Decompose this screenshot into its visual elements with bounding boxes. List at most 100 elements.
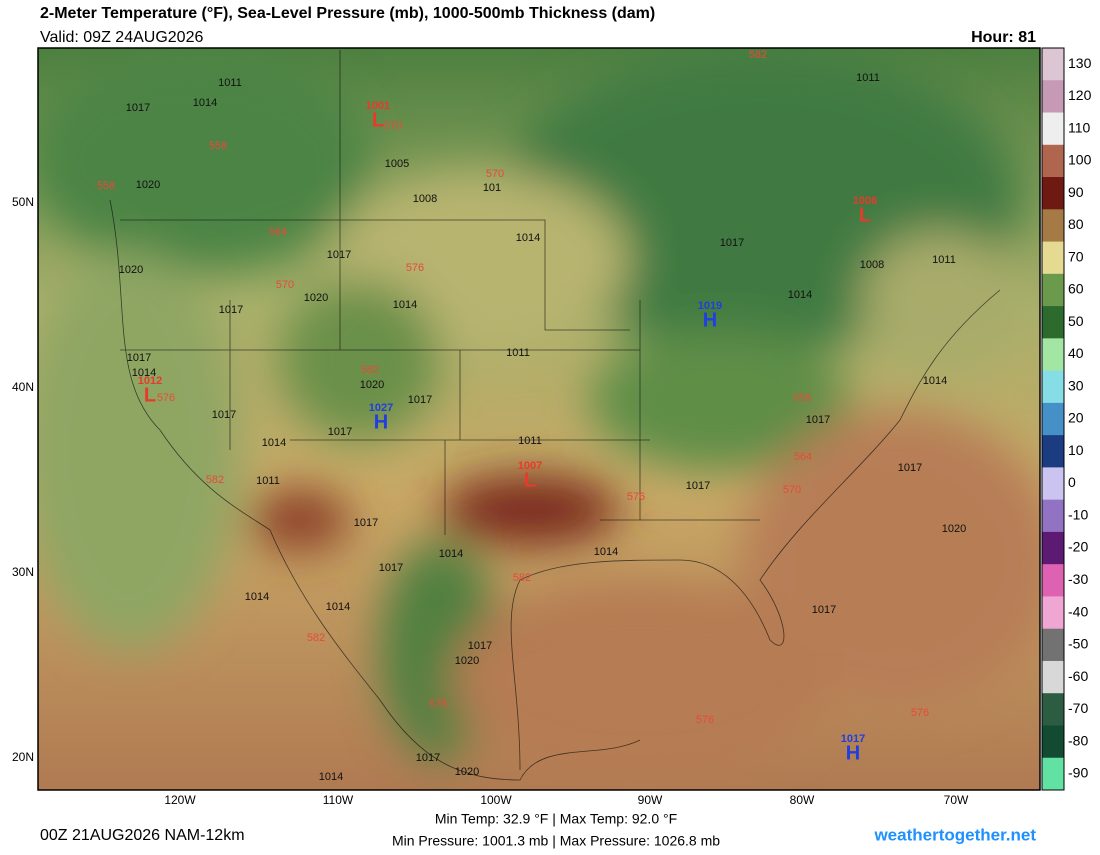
pressure-center-value: 1012 <box>138 375 162 387</box>
colorbar-cell <box>1042 370 1064 404</box>
map-frame <box>37 47 1041 791</box>
isobar-label: 1014 <box>439 548 463 560</box>
isobar-label: 1017 <box>212 409 236 421</box>
colorbar-tick-label: 60 <box>1068 281 1084 297</box>
colorbar-tick-label: -90 <box>1068 765 1088 781</box>
isobar-label: 1014 <box>326 601 350 613</box>
thickness-label: 558 <box>793 392 811 404</box>
pressure-center-value: 1027 <box>369 402 393 414</box>
isobar-label: 1017 <box>686 480 710 492</box>
colorbar-tick-label: -20 <box>1068 539 1088 555</box>
colorbar-tick-label: -10 <box>1068 506 1088 522</box>
isobar-label: 1017 <box>379 562 403 574</box>
thickness-label: 576 <box>696 714 714 726</box>
colorbar-tick-label: 120 <box>1068 87 1092 103</box>
pressure-center-letter: L <box>372 109 384 131</box>
isobar-label: 1017 <box>898 462 922 474</box>
pressure-center-letter: L <box>524 469 536 491</box>
isobar-label: 1014 <box>262 437 286 449</box>
pressure-center-letter: H <box>374 411 388 433</box>
isobar-label: 1017 <box>468 640 492 652</box>
colorbar-tick-label: -80 <box>1068 732 1088 748</box>
colorbar-tick-label: 80 <box>1068 216 1084 232</box>
colorbar-frame <box>1041 47 1065 791</box>
isobar-label: 1014 <box>319 771 343 783</box>
title: 2-Meter Temperature (°F), Sea-Level Pres… <box>40 5 655 22</box>
isobar-label: 1017 <box>328 426 352 438</box>
thickness-label: 582 <box>513 572 531 584</box>
latitude-label: 30N <box>12 565 34 579</box>
longitude-label: 110W <box>323 793 354 807</box>
colorbar-tick-label: 0 <box>1068 474 1076 490</box>
colorbar-cell <box>1042 757 1064 791</box>
colorbar-cell <box>1042 402 1064 436</box>
isobar-label: 1014 <box>245 591 269 603</box>
isobar-label: 1008 <box>860 259 884 271</box>
isobar-label: 1017 <box>416 752 440 764</box>
thickness-label: 570 <box>783 484 801 496</box>
colorbar-cell <box>1042 80 1064 114</box>
colorbar-tick-label: 100 <box>1068 152 1092 168</box>
pressure-range: Min Pressure: 1001.3 mb | Max Pressure: … <box>392 833 720 849</box>
thickness-label: 582 <box>749 49 767 61</box>
colorbar-cell <box>1042 338 1064 372</box>
isobar-label: 1014 <box>788 289 812 301</box>
thickness-label: 564 <box>269 226 287 238</box>
isobar-label: 1011 <box>856 72 880 84</box>
colorbar-cell <box>1042 693 1064 726</box>
colorbar-tick-label: 10 <box>1068 442 1084 458</box>
isobar-label: 1014 <box>516 232 540 244</box>
thickness-label: 576 <box>406 262 424 274</box>
colorbar-tick-label: 110 <box>1068 119 1091 135</box>
isobar-label: 1011 <box>932 254 956 266</box>
isobar-label: 1020 <box>455 766 479 778</box>
longitude-label: 70W <box>944 793 969 807</box>
site-credit: weathertogether.net <box>873 825 1036 844</box>
colorbar-tick-label: -60 <box>1068 668 1088 684</box>
isobar-label: 1020 <box>360 379 384 391</box>
colorbar-cell <box>1042 241 1064 275</box>
latitude-label: 50N <box>12 195 34 209</box>
forecast-hour: Hour: 81 <box>971 29 1036 46</box>
pressure-center-letter: L <box>859 204 871 226</box>
pressure-center-letter: H <box>703 309 717 331</box>
colorbar-cell <box>1042 660 1064 694</box>
thickness-label: 582 <box>307 632 325 644</box>
colorbar-cell <box>1042 435 1064 468</box>
isobar-label: 1020 <box>304 292 328 304</box>
model-run: 00Z 21AUG2026 NAM-12km <box>40 827 245 844</box>
isobar-label: 1011 <box>218 77 242 89</box>
colorbar-tick-label: 40 <box>1068 345 1084 361</box>
colorbar-cell <box>1042 564 1064 597</box>
thickness-label: 570 <box>276 279 294 291</box>
colorbar-cell <box>1042 596 1064 630</box>
colorbar-cell <box>1042 531 1064 565</box>
isobar-label: 1017 <box>354 517 378 529</box>
isobar-label: 1020 <box>119 264 143 276</box>
colorbar-tick-label: 70 <box>1068 248 1084 264</box>
colorbar-cell <box>1042 499 1064 533</box>
longitude-label: 120W <box>164 793 196 807</box>
colorbar-cell <box>1042 273 1064 307</box>
isobar-label: 1011 <box>518 435 542 447</box>
isobar-label: 1011 <box>506 347 530 359</box>
colorbar-tick-label: 130 <box>1068 55 1092 71</box>
colorbar-cell <box>1042 177 1064 210</box>
longitude-label: 80W <box>790 793 815 807</box>
isobar-label: 1011 <box>256 475 280 487</box>
isobar-label: 1008 <box>413 193 437 205</box>
colorbar-cell <box>1042 112 1064 146</box>
thickness-label: 564 <box>794 451 812 463</box>
isobar-label: 101 <box>483 182 501 194</box>
colorbar-tick-label: -70 <box>1068 700 1088 716</box>
isobar-label: 1014 <box>923 375 947 387</box>
isobar-label: 1020 <box>455 655 479 667</box>
isobar-label: 1017 <box>812 604 836 616</box>
longitude-label: 100W <box>480 793 512 807</box>
isobar-label: 1017 <box>219 304 243 316</box>
pressure-center-letter: H <box>846 742 860 764</box>
valid-time: Valid: 09Z 24AUG2026 <box>40 29 203 46</box>
pressure-center-value: 1007 <box>518 460 542 472</box>
thickness-label: 576 <box>429 698 447 710</box>
